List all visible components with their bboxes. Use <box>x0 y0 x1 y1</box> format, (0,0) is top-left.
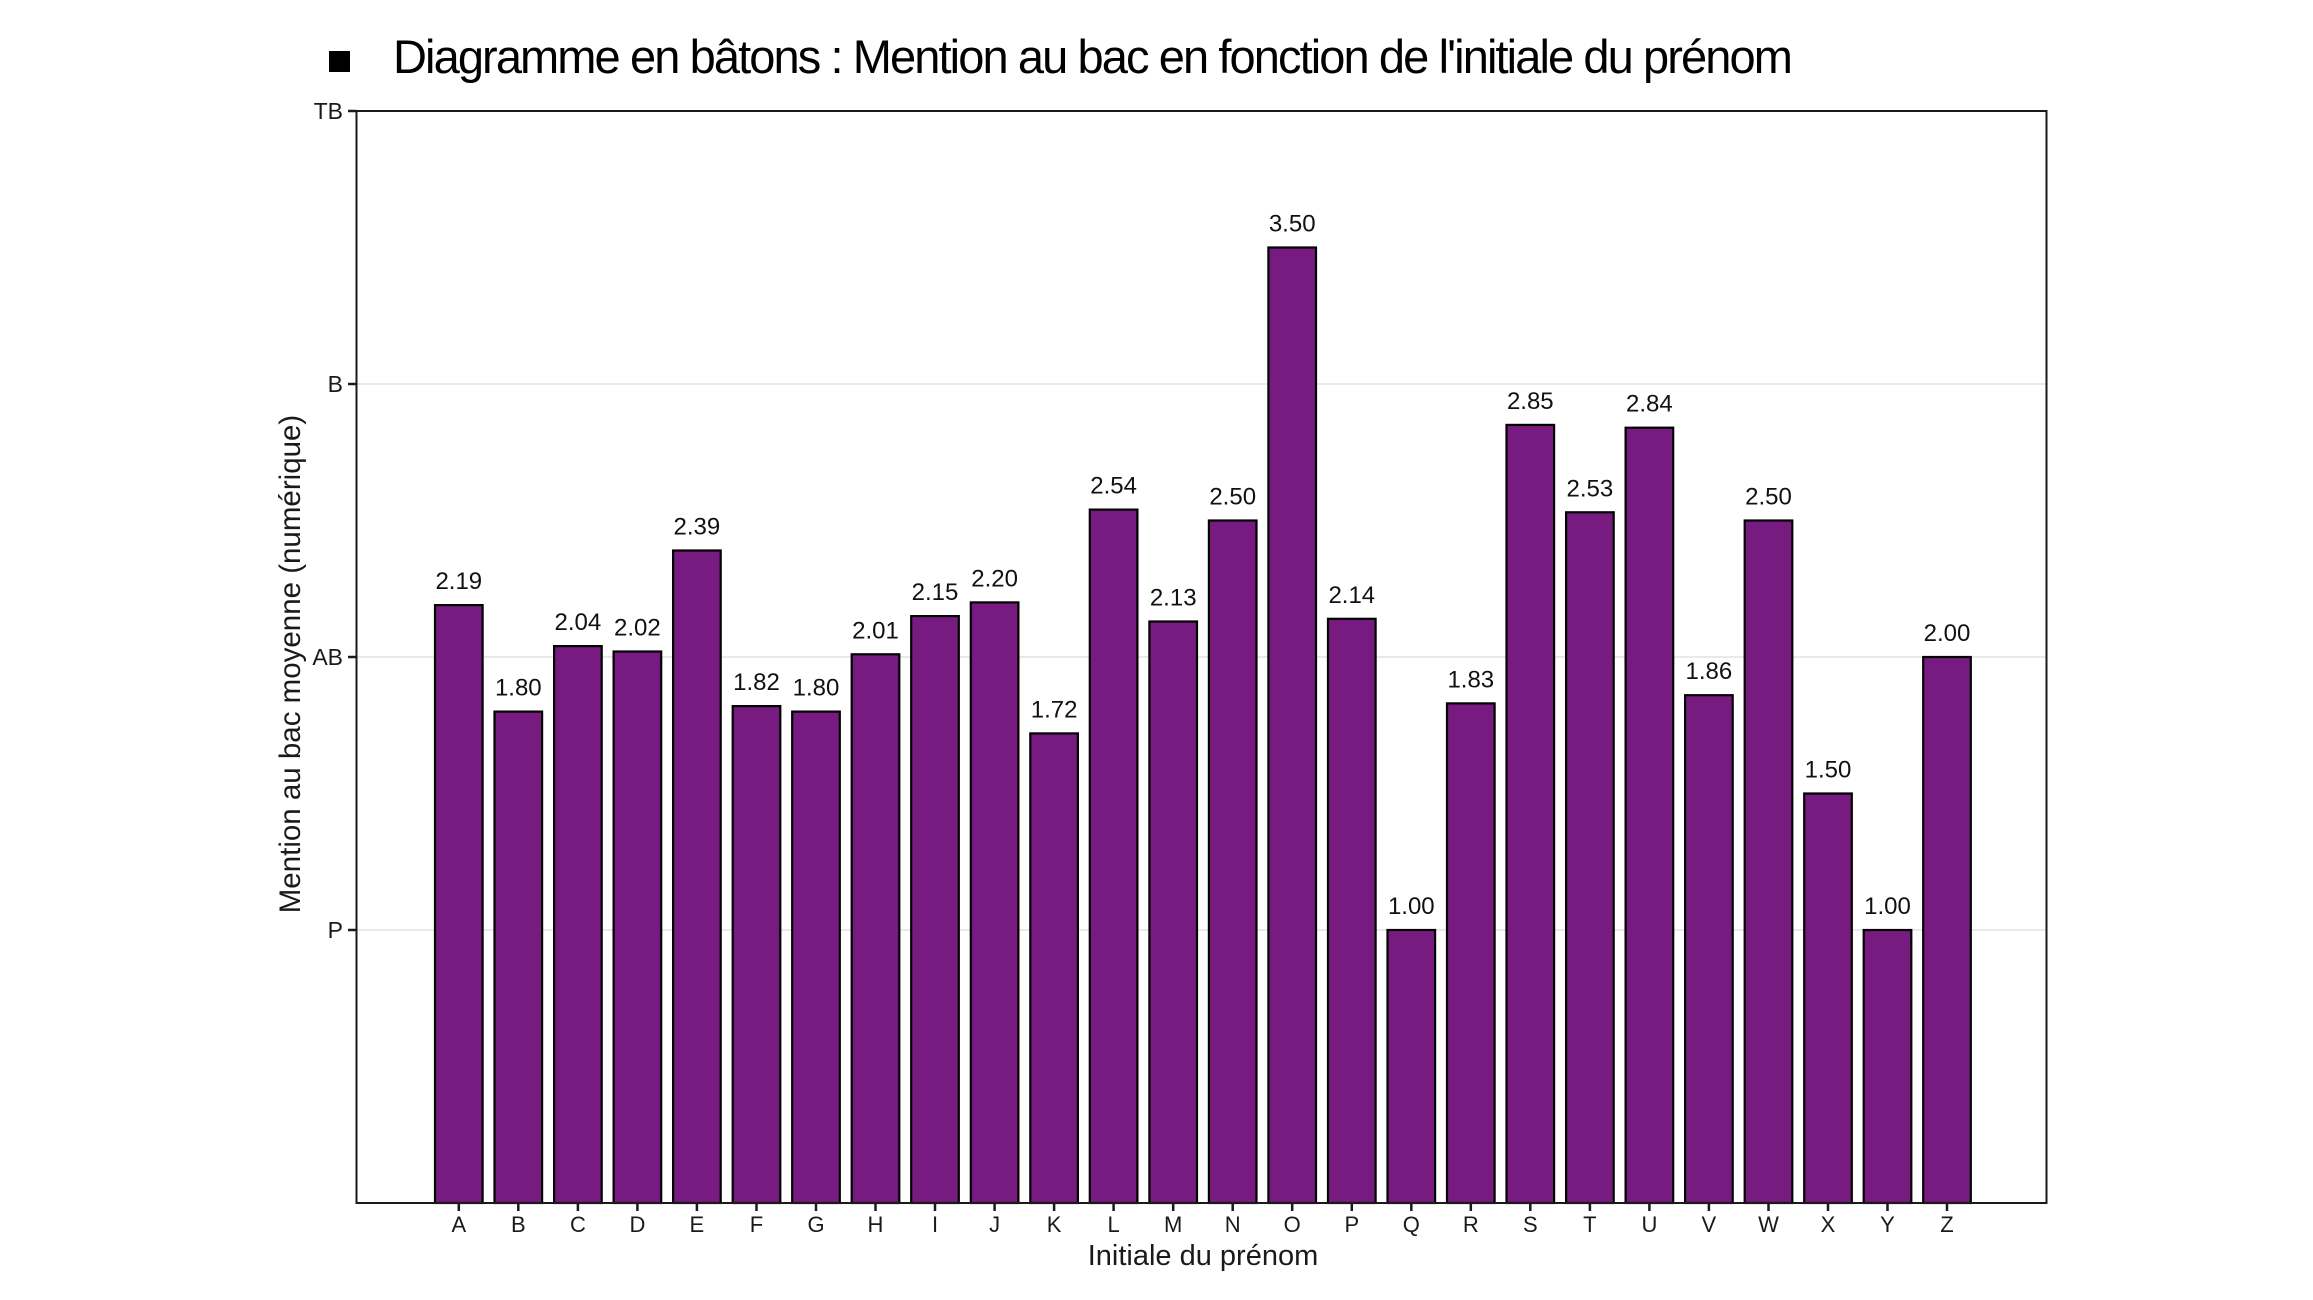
svg-text:2.84: 2.84 <box>1626 391 1673 418</box>
svg-text:2.54: 2.54 <box>1090 473 1137 500</box>
svg-text:C: C <box>570 1212 586 1237</box>
svg-text:G: G <box>807 1212 824 1237</box>
svg-text:H: H <box>868 1212 884 1237</box>
svg-text:M: M <box>1164 1212 1182 1237</box>
svg-text:3.50: 3.50 <box>1269 211 1316 238</box>
svg-text:Q: Q <box>1403 1212 1420 1237</box>
svg-text:E: E <box>690 1212 705 1237</box>
svg-text:B: B <box>511 1212 526 1237</box>
svg-text:J: J <box>989 1212 1000 1237</box>
svg-text:1.50: 1.50 <box>1805 757 1852 784</box>
svg-text:2.20: 2.20 <box>971 565 1018 592</box>
svg-text:O: O <box>1284 1212 1301 1237</box>
svg-text:1.83: 1.83 <box>1447 666 1494 693</box>
svg-text:2.00: 2.00 <box>1924 620 1971 647</box>
svg-text:1.80: 1.80 <box>793 675 840 702</box>
svg-text:F: F <box>750 1212 763 1237</box>
svg-text:1.00: 1.00 <box>1864 893 1911 920</box>
svg-text:Z: Z <box>1940 1212 1953 1237</box>
svg-text:2.01: 2.01 <box>852 617 899 644</box>
svg-text:1.80: 1.80 <box>495 675 542 702</box>
svg-text:TB: TB <box>314 98 343 124</box>
svg-text:V: V <box>1702 1212 1717 1237</box>
svg-text:1.72: 1.72 <box>1031 696 1078 723</box>
svg-text:A: A <box>451 1212 466 1237</box>
svg-text:2.85: 2.85 <box>1507 388 1554 415</box>
svg-text:P: P <box>328 917 343 943</box>
svg-text:2.50: 2.50 <box>1745 484 1792 511</box>
svg-text:Y: Y <box>1880 1212 1895 1237</box>
svg-text:2.14: 2.14 <box>1328 582 1375 609</box>
svg-text:I: I <box>932 1212 938 1237</box>
svg-text:L: L <box>1107 1212 1119 1237</box>
svg-text:1.82: 1.82 <box>733 669 780 696</box>
svg-text:2.04: 2.04 <box>555 609 602 636</box>
svg-text:S: S <box>1523 1212 1538 1237</box>
svg-text:X: X <box>1821 1212 1836 1237</box>
svg-text:2.15: 2.15 <box>912 579 959 606</box>
svg-text:W: W <box>1758 1212 1779 1237</box>
svg-text:R: R <box>1463 1212 1479 1237</box>
svg-text:D: D <box>629 1212 645 1237</box>
svg-text:Mention au bac moyenne (numéri: Mention au bac moyenne (numérique) <box>274 415 307 914</box>
svg-text:Initiale du prénom: Initiale du prénom <box>1088 1240 1319 1272</box>
svg-text:U: U <box>1641 1212 1657 1237</box>
svg-text:K: K <box>1047 1212 1062 1237</box>
svg-text:2.19: 2.19 <box>435 568 482 595</box>
svg-text:2.50: 2.50 <box>1209 484 1256 511</box>
svg-text:2.39: 2.39 <box>674 514 721 541</box>
svg-text:2.13: 2.13 <box>1150 585 1197 612</box>
svg-text:B: B <box>328 371 343 397</box>
svg-text:AB: AB <box>312 644 343 670</box>
svg-text:2.53: 2.53 <box>1567 475 1614 502</box>
svg-text:P: P <box>1344 1212 1359 1237</box>
svg-text:1.00: 1.00 <box>1388 893 1435 920</box>
svg-text:T: T <box>1583 1212 1596 1237</box>
svg-text:1.86: 1.86 <box>1686 658 1733 685</box>
svg-text:2.02: 2.02 <box>614 615 661 642</box>
svg-text:N: N <box>1225 1212 1241 1237</box>
